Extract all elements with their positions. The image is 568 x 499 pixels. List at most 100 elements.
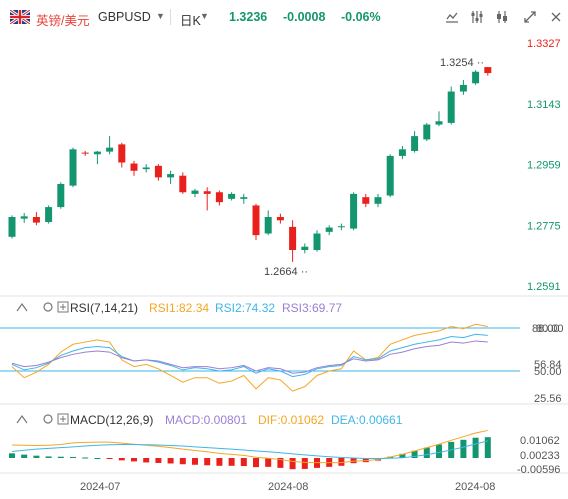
candle-body — [301, 246, 309, 251]
macd-header: MACD(12,26,9) MACD:0.00801 DIF:0.01062 D… — [16, 413, 403, 427]
candle-body — [240, 197, 248, 199]
candle-body — [32, 216, 40, 223]
macd-bar — [228, 458, 235, 466]
candle-body — [167, 174, 175, 178]
price-pane-bg — [0, 34, 520, 296]
macd-bar — [216, 458, 223, 466]
macd-bar — [167, 458, 174, 464]
candle-body — [93, 151, 101, 155]
time-label-jul: 2024-07 — [80, 481, 120, 493]
candle-body — [435, 121, 443, 125]
collapse-icon[interactable] — [16, 302, 28, 312]
candle-body — [106, 147, 114, 152]
rsi-axis-80: 80.00 — [536, 323, 564, 335]
add-indicator-icon[interactable] — [57, 413, 69, 425]
rsi-axis-5684: 56.84 — [534, 359, 562, 371]
price-change-pct: -0.06% — [341, 10, 381, 24]
macd-title[interactable]: MACD(12,26,9) — [70, 413, 153, 427]
symbol-label[interactable]: GBPUSD — [98, 10, 151, 24]
price-axis-label: 1.2775 — [527, 220, 561, 232]
candle-body — [215, 192, 223, 203]
macd-bar — [143, 458, 150, 463]
candle-body — [472, 71, 480, 84]
rsi1-line — [11, 323, 488, 392]
pair-label[interactable]: 英镑/美元 — [36, 14, 90, 28]
collapse-icon[interactable] — [16, 414, 28, 424]
price-axis: 1.3327 1.3143 1.2959 1.2775 1.2591 — [527, 38, 561, 293]
macd-bar — [106, 458, 113, 459]
macd-bar — [277, 458, 284, 468]
candle-body — [118, 144, 126, 163]
candle-body — [423, 124, 431, 140]
macd-bar — [155, 458, 162, 463]
macd-axis: 0.01062 0.00233 -0.00596 — [517, 435, 560, 476]
time-label-aug-2: 2024-08 — [455, 481, 495, 493]
last-price: 1.3236 — [229, 10, 268, 24]
macd-bar — [118, 458, 125, 461]
rsi3-value: RSI3:69.77 — [282, 301, 342, 315]
timeframe-selector[interactable]: 日K — [180, 14, 201, 28]
add-indicator-icon[interactable] — [57, 301, 69, 313]
settings-icon[interactable] — [43, 414, 53, 424]
candle-body — [325, 227, 333, 232]
macd-axis-top: 0.01062 — [520, 435, 560, 447]
rsi1-value: RSI1:82.34 — [149, 301, 209, 315]
macd-bar — [253, 458, 259, 468]
rsi-axis-2556: 25.56 — [534, 393, 562, 405]
candle-body — [154, 165, 162, 178]
macd-bar — [45, 456, 52, 458]
candle-body — [350, 193, 358, 229]
settings-icon[interactable] — [43, 302, 53, 312]
candle-body — [264, 216, 272, 234]
chart-canvas[interactable]: 1.3327 1.3143 1.2959 1.2775 1.2591 1.3254 ··… — [0, 34, 568, 499]
candle-body — [447, 91, 455, 123]
candle-body — [203, 191, 211, 194]
rsi-title[interactable]: RSI(7,14,21) — [70, 301, 138, 315]
rsi-pane[interactable]: RSI(7,14,21) RSI1:82.34 RSI2:74.32 RSI3:… — [0, 301, 568, 405]
candle-body — [374, 197, 382, 204]
macd-pane[interactable]: MACD(12,26,9) MACD:0.00801 DIF:0.01062 D… — [0, 413, 568, 476]
macd-bar — [192, 458, 198, 465]
macd-bar — [484, 437, 491, 458]
settings-sliders-icon[interactable] — [492, 7, 512, 27]
candle-body — [398, 149, 406, 156]
low-annotation: 1.2664 ·· — [264, 266, 308, 278]
candle-body — [484, 67, 492, 74]
macd-bar — [399, 453, 406, 458]
dea-value: DEA:0.00661 — [331, 413, 403, 427]
macd-value: MACD:0.00801 — [165, 413, 247, 427]
dea-line — [11, 440, 488, 460]
high-annotation: 1.3254 ·· — [440, 57, 484, 69]
price-change: -0.0008 — [283, 10, 326, 24]
divider — [170, 9, 171, 25]
indicator-icon[interactable] — [467, 7, 487, 27]
timeframe-chevron-icon[interactable]: ▼ — [200, 11, 209, 21]
fullscreen-icon[interactable] — [520, 7, 540, 27]
candle-body — [69, 149, 77, 186]
uk-flag-icon — [10, 10, 30, 24]
chevron-down-icon[interactable]: ▼ — [156, 11, 165, 21]
draw-tool-icon[interactable] — [442, 7, 462, 27]
macd-bar — [472, 437, 479, 458]
macd-bar — [57, 456, 64, 458]
candle-body — [252, 205, 260, 236]
macd-bar — [362, 458, 369, 463]
macd-bar — [131, 458, 137, 462]
candle-body — [313, 233, 321, 251]
rsi-axis-88: 88.00 — [532, 323, 560, 335]
macd-lines — [11, 429, 488, 464]
candle-body — [57, 183, 65, 208]
price-pane[interactable]: 1.3327 1.3143 1.2959 1.2775 1.2591 1.3254 ··… — [0, 34, 568, 297]
candle-body — [337, 226, 345, 228]
candle-body — [179, 175, 187, 193]
close-icon[interactable] — [546, 7, 566, 27]
candle-body — [8, 216, 16, 237]
candle-body — [20, 216, 28, 219]
candle-body — [276, 216, 284, 221]
macd-bar — [436, 444, 442, 458]
macd-axis-bottom: -0.00596 — [517, 464, 560, 476]
macd-bar — [411, 450, 418, 458]
macd-axis-mid: 0.00233 — [520, 450, 560, 462]
header-bar: 英镑/美元 GBPUSD ▼ 日K ▼ 1.3236 -0.0008 -0.06… — [0, 0, 568, 34]
rsi3-line — [11, 340, 488, 374]
